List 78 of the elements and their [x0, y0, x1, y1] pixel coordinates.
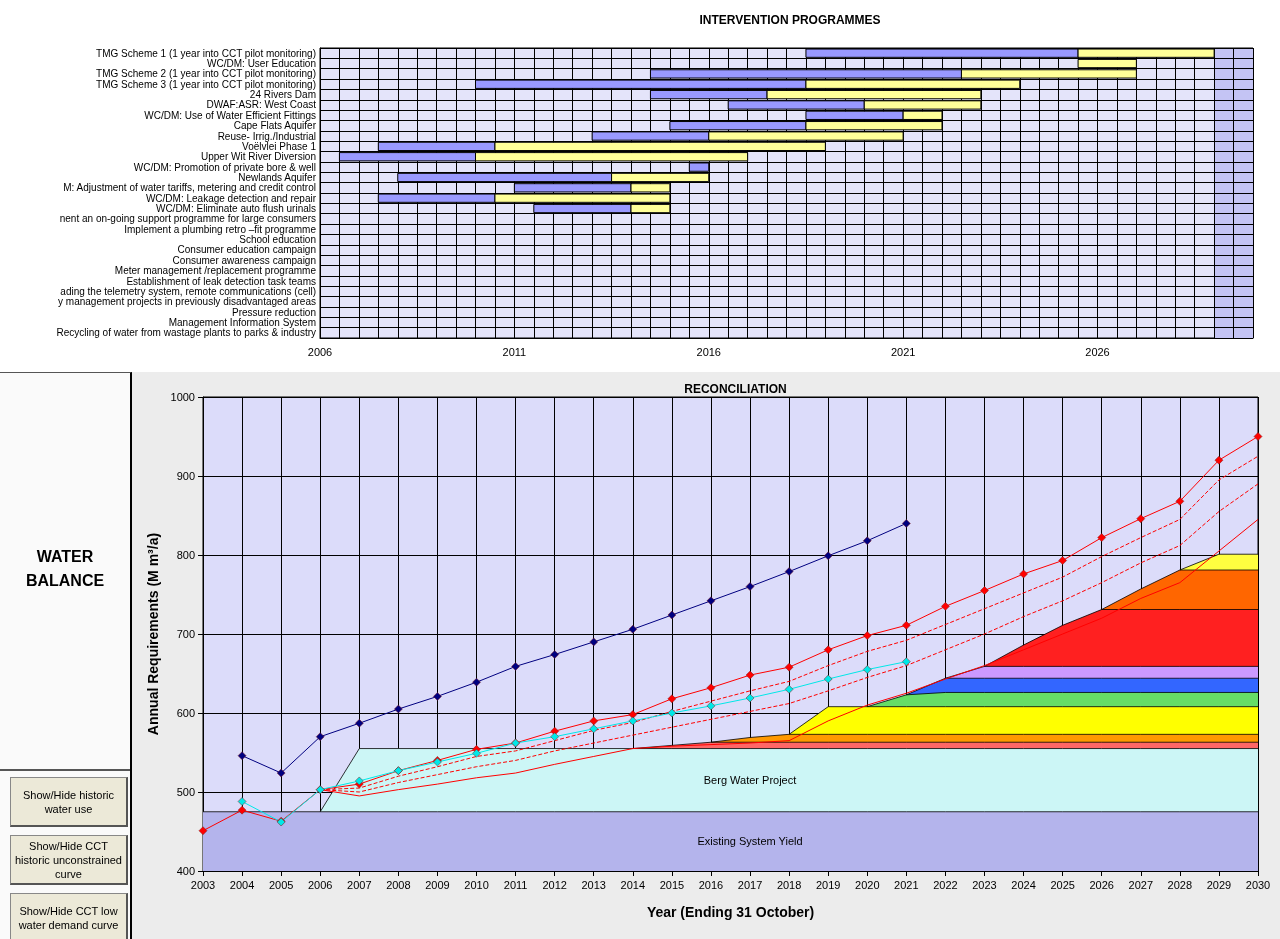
- x-tick-label: 2008: [386, 878, 411, 891]
- y-tick-label: TMG Scheme 3 (1 year into CCT pilot monitoring): [96, 78, 316, 90]
- x-tick-label: 2013: [581, 878, 606, 891]
- x-tick-label: 2006: [307, 345, 333, 358]
- chart-title: INTERVENTION PROGRAMMES: [699, 13, 881, 27]
- text: Show/Hide CCT historic unconstrained curve: [10, 835, 128, 885]
- y-tick-label: Upper Wit River Diversion: [200, 151, 316, 163]
- x-tick-label: 2021: [890, 345, 916, 358]
- x-tick-label: 2016: [696, 345, 721, 358]
- y-tick-label: 800: [176, 549, 195, 561]
- y-tick-label: 900: [176, 470, 195, 482]
- y-tick-label: y management projects in previously disadvantaged areas: [58, 296, 316, 308]
- x-tick-label: 2010: [464, 878, 489, 891]
- y-tick-label: TMG Scheme 2 (1 year into CCT pilot monitoring): [96, 68, 316, 80]
- x-tick-label: 2020: [855, 878, 880, 891]
- y-axis-title: Annual Requirements (M m³/a): [144, 532, 161, 736]
- x-tick-label: 2017: [737, 878, 763, 891]
- y-tick-label: Consumer education campaign: [177, 244, 316, 256]
- y-tick-label: Cape Flats Aquifer: [233, 120, 317, 132]
- x-tick-label: 2030: [1245, 878, 1271, 891]
- y-tick-label: 24 Rivers Dam: [249, 89, 316, 101]
- y-tick-label: WC/DM: Leakage detection and repair: [145, 192, 317, 204]
- x-tick-label: 2026: [1089, 878, 1114, 891]
- y-tick-label: TMG Scheme 1 (1 year into CCT pilot monitoring): [96, 47, 316, 59]
- y-tick-label: 600: [176, 707, 195, 719]
- y-tick-label: Newlands Aquifer: [238, 171, 317, 183]
- x-tick-label: 2011: [502, 345, 527, 358]
- x-tick-label: 2023: [972, 878, 997, 891]
- x-tick-label: 2027: [1128, 878, 1154, 891]
- y-tick-label: Implement a plumbing retro –fit programme: [124, 223, 317, 235]
- y-tick-label: M: Adjustment of water tariffs, metering and credit control: [63, 182, 316, 194]
- y-tick-label: Reuse- Irrig./Industrial: [217, 130, 316, 142]
- x-tick-label: 2004: [229, 878, 255, 891]
- y-tick-label: Recycling of water from wastage plants to parks & industry: [56, 327, 316, 339]
- y-tick-label: WC/DM: User Education: [207, 58, 316, 70]
- series-label: Existing System Yield: [697, 835, 803, 848]
- y-tick-label: WC/DM: Eliminate auto flush urinals: [155, 203, 316, 215]
- text: Show/Hide CCT low water demand curve: [10, 893, 128, 939]
- y-tick-label: Management Information System: [168, 316, 316, 328]
- x-tick-label: 2014: [620, 878, 646, 891]
- y-tick-label: Voëlvlei Phase 1: [242, 140, 317, 152]
- x-tick-label: 2021: [894, 878, 919, 891]
- x-tick-label: 2006: [307, 878, 333, 891]
- x-tick-label: 2016: [698, 878, 724, 891]
- x-tick-label: 2005: [268, 878, 294, 891]
- x-tick-label: 2028: [1167, 878, 1193, 891]
- x-tick-label: 2024: [1011, 878, 1036, 891]
- text: WATER BALANCE: [24, 547, 106, 591]
- chart-title: RECONCILIATION: [684, 382, 787, 396]
- y-tick-label: 400: [176, 865, 195, 877]
- x-tick-label: 2018: [776, 878, 802, 891]
- y-tick-label: 500: [176, 786, 195, 798]
- y-tick-label: Consumer awareness campaign: [172, 254, 316, 266]
- x-tick-label: 2025: [1050, 878, 1075, 891]
- series-label: Berg Water Project: [703, 774, 797, 787]
- x-tick-label: 2007: [347, 878, 372, 891]
- x-tick-label: 2019: [815, 878, 841, 891]
- x-tick-label: 2029: [1206, 878, 1232, 891]
- x-axis-title: Year (Ending 31 October): [646, 904, 815, 920]
- x-tick-label: 2012: [542, 878, 567, 891]
- y-tick-label: nent an on-going support programme for large consumers: [59, 213, 316, 225]
- y-tick-label: DWAF:ASR: West Coast: [206, 99, 317, 111]
- x-tick-label: 2009: [425, 878, 450, 891]
- y-tick-label: 700: [176, 628, 195, 640]
- x-tick-label: 2026: [1085, 345, 1110, 358]
- y-tick-label: WC/DM: Use of Water Efficient Fittings: [144, 109, 316, 121]
- y-tick-label: Pressure reduction: [232, 306, 316, 318]
- x-tick-label: 2011: [503, 878, 528, 891]
- y-tick-label: 1000: [170, 391, 195, 403]
- y-tick-label: ading the telemetry system, remote communications (cell): [60, 285, 316, 297]
- x-tick-label: 2022: [933, 878, 958, 891]
- y-tick-label: Meter management /replacement programme: [114, 265, 317, 277]
- y-tick-label: WC/DM: Promotion of private bore & well: [133, 161, 316, 173]
- y-tick-label: School education: [239, 234, 316, 246]
- x-tick-label: 2003: [190, 878, 216, 891]
- text: Show/Hide historic water use: [10, 777, 128, 827]
- x-tick-label: 2015: [659, 878, 685, 891]
- y-tick-label: Establishment of leak detection task teams: [126, 275, 316, 287]
